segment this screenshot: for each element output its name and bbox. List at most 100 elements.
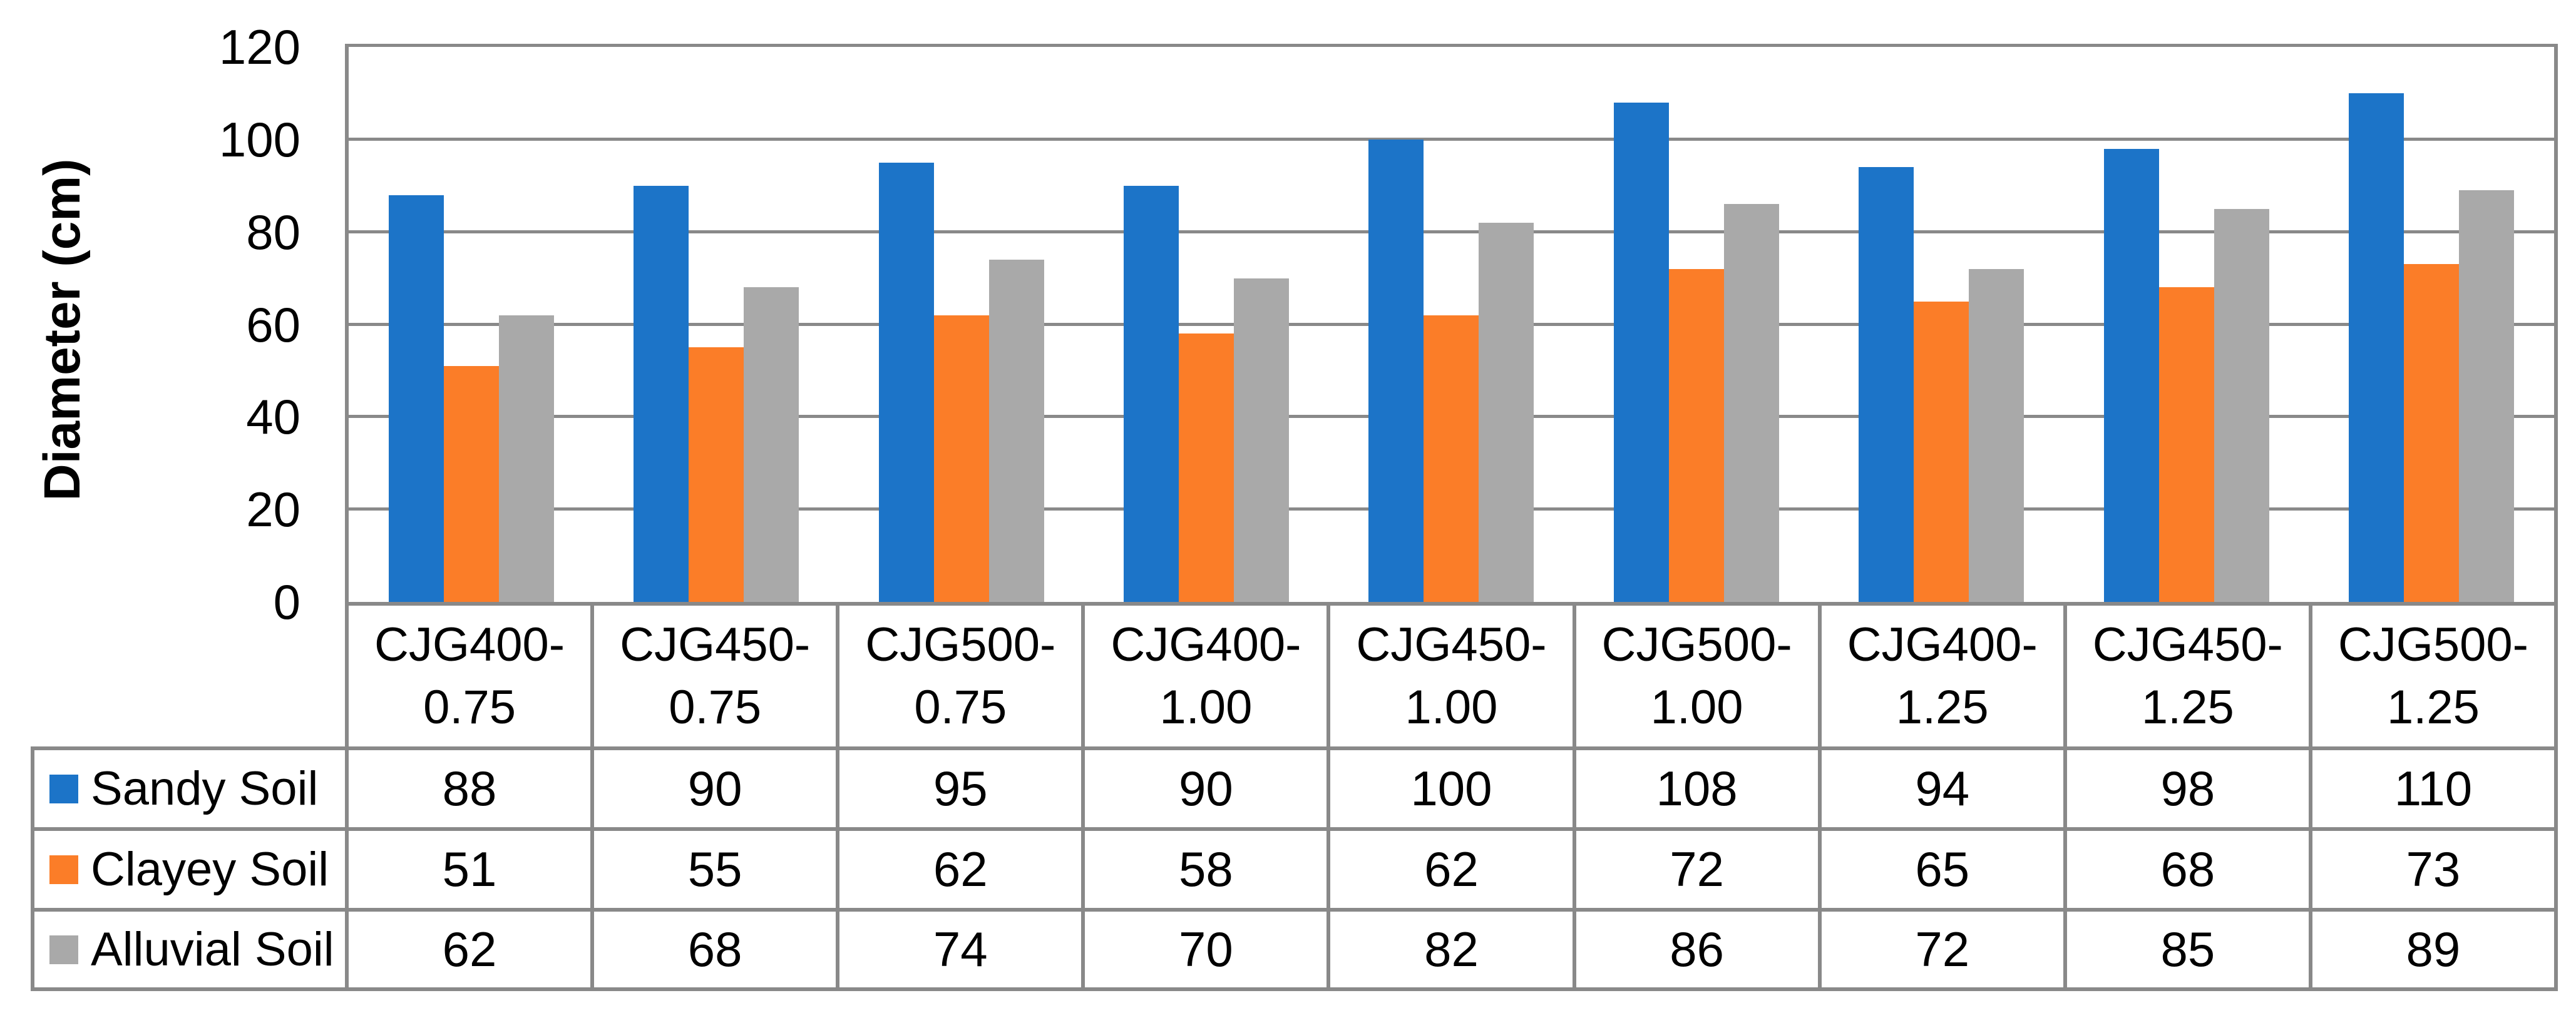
value-cell-sandy-soil-CJG400-1.25: 94: [1817, 746, 2063, 827]
bar-sandy-soil: [1859, 167, 1914, 602]
value-cell-alluvial-soil-CJG400-0.75: 62: [345, 908, 591, 987]
category-label-line: 1.00: [1650, 680, 1743, 734]
category-label-line: 1.25: [2141, 680, 2234, 734]
category-label-line: 1.00: [1159, 680, 1253, 734]
legend-key-icon-sandy-soil: [49, 774, 78, 803]
gridline: [349, 230, 2554, 233]
bar-clayey-soil: [1424, 315, 1479, 602]
bar-group-CJG500-0.75: [839, 47, 1084, 602]
bar-group-CJG450-0.75: [593, 47, 838, 602]
y-tick-label: 120: [218, 19, 300, 74]
value-cell-alluvial-soil-CJG500-1.25: 89: [2308, 908, 2554, 987]
value-cell-sandy-soil-CJG400-0.75: 88: [345, 746, 591, 827]
category-label-line: CJG400-: [1847, 618, 2038, 671]
value-cell-sandy-soil-CJG500-0.75: 95: [836, 746, 1082, 827]
category-header-CJG500-1.00: CJG500- 1.00: [1572, 602, 1818, 746]
value-cell-clayey-soil-CJG500-1.00: 72: [1572, 827, 1818, 908]
value-cell-sandy-soil-CJG500-1.25: 110: [2308, 746, 2554, 827]
bar-alluvial-soil: [988, 260, 1044, 602]
bar-sandy-soil: [2349, 93, 2404, 602]
value-cell-alluvial-soil-CJG450-0.75: 68: [590, 908, 836, 987]
y-tick-label: 100: [218, 111, 300, 167]
series-name: Sandy Soil: [91, 762, 319, 815]
value-cell-clayey-soil-CJG500-0.75: 62: [836, 827, 1082, 908]
bar-clayey-soil: [2404, 264, 2460, 602]
category-header-CJG500-0.75: CJG500- 0.75: [836, 602, 1082, 746]
legend-key-icon-alluvial-soil: [49, 935, 78, 964]
series-row-label-sandy-soil: Sandy Soil: [31, 746, 345, 827]
bar-sandy-soil: [1124, 186, 1179, 602]
y-tick-label: 20: [246, 482, 300, 537]
value-cell-clayey-soil-CJG400-1.00: 58: [1081, 827, 1327, 908]
value-cell-clayey-soil-CJG400-0.75: 51: [345, 827, 591, 908]
bar-group-CJG500-1.25: [2309, 47, 2554, 602]
bar-sandy-soil: [878, 163, 934, 602]
value-cell-clayey-soil-CJG450-0.75: 55: [590, 827, 836, 908]
bar-alluvial-soil: [1479, 223, 1534, 602]
category-header-CJG400-1.00: CJG400- 1.00: [1081, 602, 1327, 746]
y-axis-title: Diameter (cm): [34, 158, 91, 501]
value-cell-alluvial-soil-CJG500-1.00: 86: [1572, 908, 1818, 987]
bar-clayey-soil: [443, 366, 499, 602]
bar-group-CJG400-1.00: [1084, 47, 1328, 602]
series-name: Clayey Soil: [91, 843, 329, 896]
value-cell-sandy-soil-CJG450-0.75: 90: [590, 746, 836, 827]
bar-clayey-soil: [933, 315, 989, 602]
bar-sandy-soil: [388, 195, 444, 602]
category-label-line: 1.25: [1896, 680, 1989, 734]
value-cell-alluvial-soil-CJG450-1.25: 85: [2063, 908, 2309, 987]
bar-clayey-soil: [1179, 333, 1234, 602]
bar-group-CJG400-1.25: [1819, 47, 2064, 602]
value-cell-clayey-soil-CJG400-1.25: 65: [1817, 827, 2063, 908]
value-cell-sandy-soil-CJG400-1.00: 90: [1081, 746, 1327, 827]
category-header-CJG450-0.75: CJG450- 0.75: [590, 602, 836, 746]
category-label-line: 1.00: [1405, 680, 1498, 734]
value-cell-alluvial-soil-CJG450-1.00: 82: [1326, 908, 1573, 987]
series-name: Alluvial Soil: [91, 923, 334, 976]
category-header-CJG450-1.00: CJG450- 1.00: [1326, 602, 1573, 746]
bar-clayey-soil: [1914, 302, 1969, 602]
series-row-label-alluvial-soil: Alluvial Soil: [31, 908, 345, 987]
bar-alluvial-soil: [498, 315, 554, 602]
category-header-CJG500-1.25: CJG500- 1.25: [2308, 602, 2554, 746]
y-tick-label: 80: [246, 204, 300, 260]
bar-alluvial-soil: [2459, 190, 2515, 602]
bar-alluvial-soil: [1969, 269, 2024, 602]
category-label-line: 0.75: [914, 680, 1007, 734]
category-label-line: 0.75: [669, 680, 762, 734]
y-tick-label: 0: [273, 574, 300, 629]
legend-key-icon-clayey-soil: [49, 855, 78, 884]
bar-group-CJG450-1.25: [2064, 47, 2309, 602]
bar-alluvial-soil: [1723, 204, 1779, 602]
plot-area: [345, 44, 2558, 602]
category-label-line: CJG400-: [1111, 618, 1301, 671]
table-corner-cell: [31, 602, 345, 746]
y-tick-label: 60: [246, 297, 300, 352]
category-header-CJG400-1.25: CJG400- 1.25: [1817, 602, 2063, 746]
bar-sandy-soil: [634, 186, 689, 602]
bar-group-CJG500-1.00: [1574, 47, 1819, 602]
bar-clayey-soil: [1668, 269, 1724, 602]
category-label-line: CJG450-: [1356, 618, 1547, 671]
series-row-label-clayey-soil: Clayey Soil: [31, 827, 345, 908]
bar-sandy-soil: [1613, 103, 1669, 602]
category-label-line: CJG450-: [620, 618, 811, 671]
category-label-line: CJG400-: [374, 618, 565, 671]
bar-clayey-soil: [689, 347, 744, 602]
category-header-CJG450-1.25: CJG450- 1.25: [2063, 602, 2309, 746]
category-label-line: CJG450-: [2092, 618, 2283, 671]
category-label-line: CJG500-: [865, 618, 1056, 671]
y-tick-label: 40: [246, 389, 300, 445]
bars-layer: [349, 47, 2554, 602]
bar-clayey-soil: [2158, 287, 2214, 602]
value-cell-clayey-soil-CJG450-1.25: 68: [2063, 827, 2309, 908]
category-label-line: 1.25: [2386, 680, 2480, 734]
category-label-line: CJG500-: [1601, 618, 1792, 671]
bar-sandy-soil: [2103, 149, 2159, 602]
value-cell-sandy-soil-CJG450-1.00: 100: [1326, 746, 1573, 827]
bar-group-CJG450-1.00: [1329, 47, 1574, 602]
category-label-line: CJG500-: [2337, 618, 2528, 671]
bar-alluvial-soil: [2214, 209, 2269, 602]
value-cell-sandy-soil-CJG500-1.00: 108: [1572, 746, 1818, 827]
